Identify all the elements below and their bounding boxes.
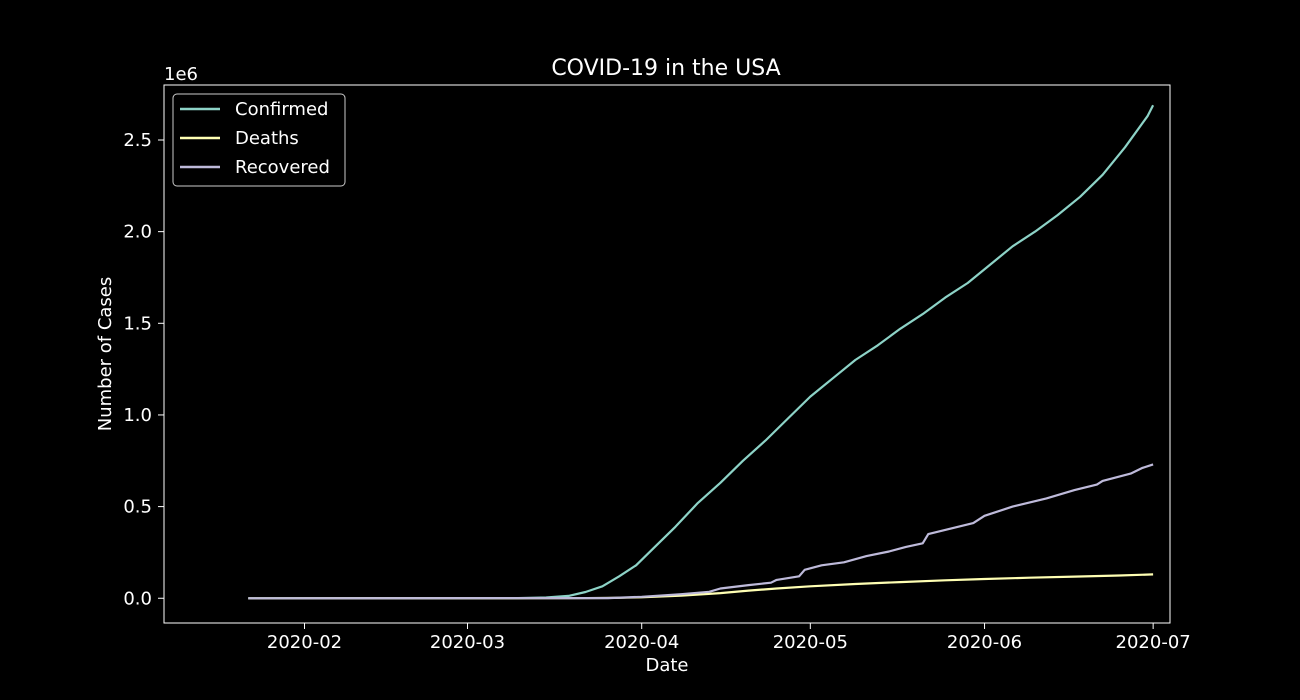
x-tick-label: 2020-04 [604,632,679,653]
y-axis-ticks: 0.0 0.5 1.0 1.5 2.0 2.5 [123,130,164,609]
legend-label: Deaths [235,128,299,149]
series-line-deaths [248,573,1154,600]
y-tick-label: 1.5 [123,313,152,334]
legend: Confirmed Deaths Recovered [172,93,346,187]
series-line-recovered [248,463,1154,600]
x-tick-label: 2020-05 [773,632,848,653]
legend-label: Confirmed [235,99,328,120]
plot-area-frame [163,84,1171,624]
y-tick-label: 2.0 [123,222,152,243]
legend-frame [172,93,346,187]
chart-title: COVID-19 in the USA [551,56,780,81]
series-lines [248,104,1155,600]
y-axis-label: Number of Cases [95,277,116,432]
legend-label: Recovered [235,157,330,178]
x-tick-label: 2020-06 [947,632,1022,653]
series-line-confirmed [248,104,1155,600]
x-tick-label: 2020-07 [1116,632,1191,653]
x-tick-label: 2020-03 [430,632,505,653]
y-tick-label: 1.0 [123,405,152,426]
y-tick-label: 2.5 [123,130,152,151]
y-tick-label: 0.5 [123,497,152,518]
y-axis-multiplier: 1e6 [164,64,198,85]
x-axis-label: Date [645,655,688,676]
y-tick-label: 0.0 [123,588,152,609]
x-axis-ticks: 2020-02 2020-03 2020-04 2020-05 2020-06 2020-… [267,623,1191,653]
x-tick-label: 2020-02 [267,632,342,653]
